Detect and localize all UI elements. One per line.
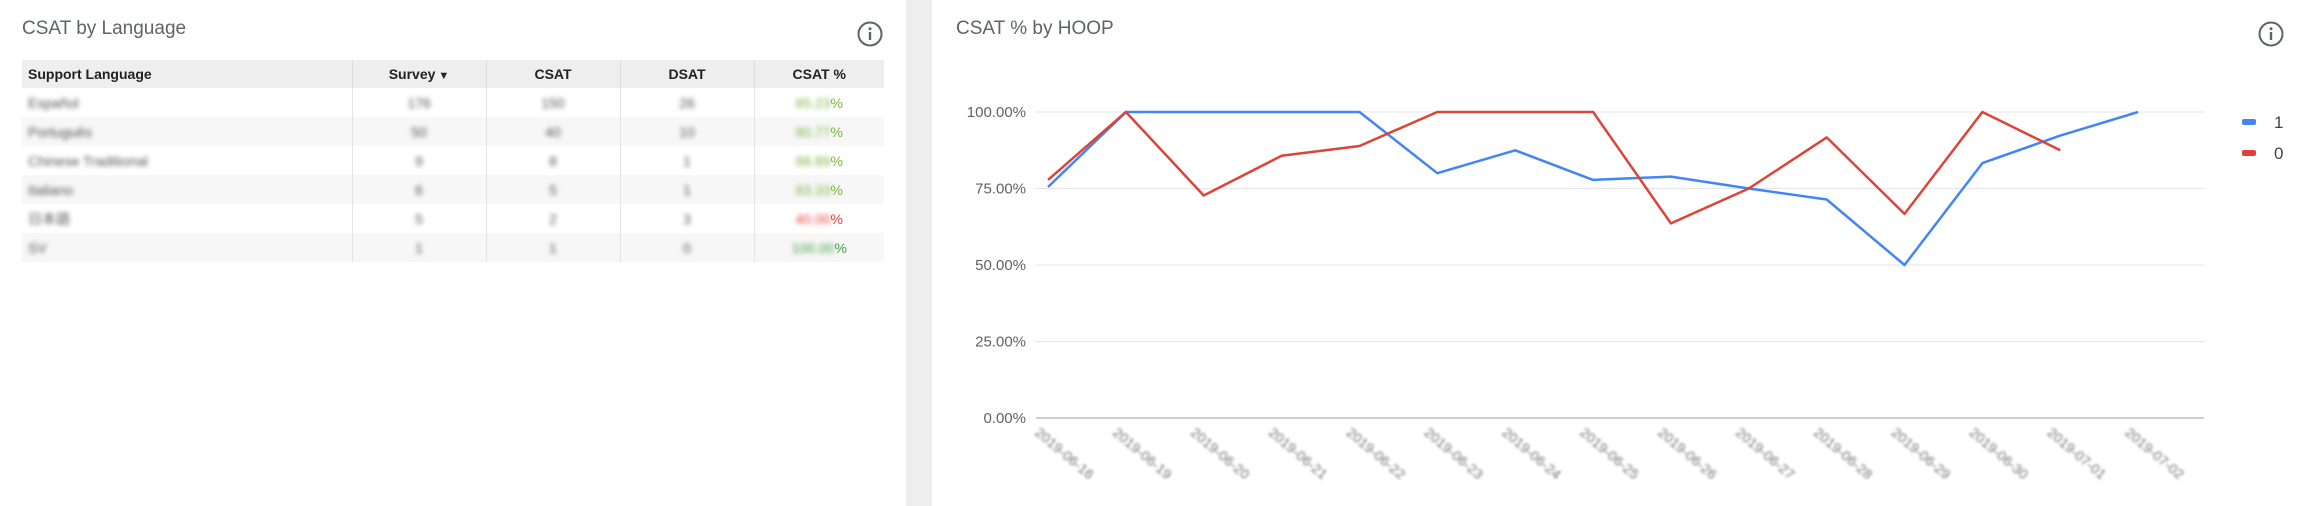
series-line-0 [1047,110,2061,225]
legend-swatch [2242,119,2256,125]
info-icon[interactable] [856,20,884,48]
cell-language: 日本語 [22,204,353,233]
cell-dsat: 1 [620,175,755,204]
y-tick-label: 100.00% [967,104,1026,121]
sort-desc-icon: ▼ [438,70,450,82]
x-tick-label: 2019-06-26 [1655,424,1720,482]
cell-survey: 50 [352,117,487,146]
x-tick-label: 2019-06-24 [1499,424,1564,482]
y-tick-label: 25.00% [975,334,1026,351]
cell-survey: 1 [352,233,487,262]
csat-by-hoop-panel: CSAT % by HOOP 0.00% 25.00% 50.00% 75.00% 10… [932,0,2304,506]
cell-csat: 2 [486,204,621,233]
legend-label: 0 [2274,144,2283,163]
cell-dsat: 10 [620,117,755,146]
cell-csat: 150 [486,88,621,117]
cell-language: Português [22,117,353,146]
header-survey[interactable]: Survey ▼ [352,60,487,88]
header-label: Survey [388,66,436,82]
x-tick-label: 2019-06-25 [1577,424,1642,482]
header-csat[interactable]: CSAT [486,60,621,88]
table-row: Chinese Traditional 9 8 1 88.89% [22,146,884,175]
cell-language: SV [22,233,353,262]
cell-csat-pct: 40.00% [795,210,844,227]
table-row: 日本語 5 2 3 40.00% [22,204,884,233]
x-tick-label: 2019-07-01 [2044,424,2109,482]
x-tick-label: 2019-06-23 [1421,424,1486,482]
cell-dsat: 3 [620,204,755,233]
cell-dsat: 26 [620,88,755,117]
x-tick-label: 2019-06-20 [1188,424,1253,482]
table-row: Español 176 150 26 85.23% [22,88,884,117]
cell-survey: 9 [352,146,487,175]
header-label: Support Language [28,66,152,82]
panel-title: CSAT by Language [22,18,187,39]
cell-csat: 1 [486,233,621,262]
table-row: SV 1 1 0 100.00% [22,233,884,262]
cell-csat: 8 [486,146,621,175]
cell-csat-pct: 100.00% [754,233,884,262]
x-tick-label: 2019-06-30 [1966,424,2031,482]
table-header-row: Support Language Survey ▼ CSAT DSAT CSAT … [22,60,884,88]
x-tick-label: 2019-06-16 [1032,424,1097,482]
language-table: Support Language Survey ▼ CSAT DSAT CSAT … [22,60,884,262]
x-tick-label: 2019-06-28 [1811,424,1876,482]
table-row: Português 50 40 10 80.77% [22,117,884,146]
y-tick-label: 75.00% [975,181,1026,198]
cell-survey: 5 [352,204,487,233]
cell-csat-pct: 85.23% [795,94,844,111]
legend-label: 1 [2274,113,2283,132]
cell-language: Italiano [22,175,353,204]
x-tick-label: 2019-06-27 [1733,424,1798,482]
cell-csat-pct: 88.89% [795,152,844,169]
cell-language: Chinese Traditional [22,146,353,175]
y-tick-label: 50.00% [975,257,1026,274]
cell-dsat: 1 [620,146,755,175]
y-tick-label: 0.00% [983,410,1026,427]
csat-by-language-panel: CSAT by Language Support Language Survey… [0,0,906,506]
x-tick-label: 2019-07-02 [2122,424,2187,482]
cell-survey: 176 [352,88,487,117]
x-tick-label: 2019-06-22 [1344,424,1409,482]
header-label: CSAT % [792,66,846,82]
header-label: CSAT [534,66,572,82]
header-label: DSAT [668,66,706,82]
cell-csat: 40 [486,117,621,146]
cell-csat-pct: 80.77% [754,117,884,146]
header-csat-pct[interactable]: CSAT % [754,60,884,88]
header-support-language[interactable]: Support Language [22,60,353,88]
cell-dsat: 0 [620,233,755,262]
header-dsat[interactable]: DSAT [620,60,755,88]
legend-swatch [2242,150,2256,156]
line-chart: 0.00% 25.00% 50.00% 75.00% 100.00% 2019-06-16… [967,104,2284,482]
cell-language: Español [22,88,353,117]
info-icon[interactable] [2257,20,2285,48]
series-line-1 [1047,110,2139,267]
panel-title: CSAT % by HOOP [956,18,1114,39]
table-row: Italiano 6 5 1 83.33% [22,175,884,204]
x-tick-label: 2019-06-21 [1266,424,1331,482]
x-tick-label: 2019-06-29 [1889,424,1954,482]
x-tick-label: 2019-06-19 [1110,424,1175,482]
cell-csat-pct: 83.33% [754,175,884,204]
cell-csat: 5 [486,175,621,204]
cell-survey: 6 [352,175,487,204]
